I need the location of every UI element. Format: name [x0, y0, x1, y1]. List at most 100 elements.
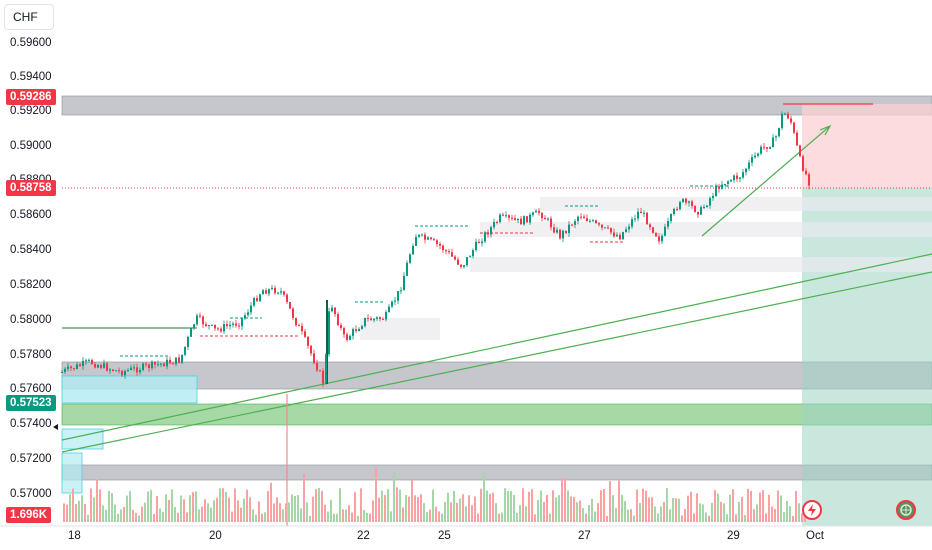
volume-bar	[480, 488, 482, 522]
volume-bar	[195, 491, 197, 522]
candle-body	[778, 128, 780, 137]
candle-body	[718, 186, 720, 189]
volume-bar	[624, 501, 626, 522]
candle-body	[709, 198, 711, 206]
volume-bar	[681, 515, 683, 522]
candle-body	[346, 334, 348, 340]
volume-bar	[225, 491, 227, 522]
volume-bar	[537, 500, 539, 522]
volume-bar	[147, 491, 149, 522]
volume-bar	[732, 489, 734, 522]
candle-body	[568, 224, 570, 233]
candle-body	[754, 155, 756, 158]
volume-bar	[648, 497, 650, 522]
candle-body	[193, 324, 195, 329]
globe-icon[interactable]	[896, 500, 916, 520]
volume-bar	[765, 513, 767, 522]
volume-bar	[438, 511, 440, 522]
candle-body	[634, 218, 636, 220]
volume-bar	[288, 502, 290, 522]
candle-body	[472, 250, 474, 257]
volume-bar	[213, 500, 215, 522]
volume-bar	[210, 507, 212, 522]
volume-bar	[393, 471, 395, 522]
date-axis-label: 18	[68, 530, 81, 542]
candle-body	[544, 217, 546, 220]
volume-bar	[312, 496, 314, 522]
candle-body	[100, 365, 102, 368]
candle-body	[631, 219, 633, 227]
volume-bar	[456, 502, 458, 522]
lightning-icon[interactable]	[802, 500, 822, 520]
volume-bar	[627, 509, 629, 522]
candle-body	[118, 370, 120, 372]
volume-bar	[657, 513, 659, 522]
volume-bar	[93, 497, 95, 522]
volume-bar	[117, 513, 119, 522]
volume-bar	[651, 497, 653, 522]
candle-body	[595, 220, 597, 224]
candle-body	[607, 227, 609, 229]
candle-body	[391, 301, 393, 307]
volume-bar	[591, 498, 593, 522]
volume-bar	[585, 513, 587, 522]
volume-bar	[699, 503, 701, 522]
volume-bar	[114, 504, 116, 522]
candle-body	[616, 234, 618, 237]
volume-bar	[177, 512, 179, 522]
volume-bar	[189, 495, 191, 522]
volume-bar	[357, 515, 359, 522]
volume-bar	[378, 497, 380, 522]
volume-bar	[417, 497, 419, 522]
candle-body	[775, 136, 777, 138]
candle-body	[97, 365, 99, 368]
candle-body	[658, 236, 660, 242]
candle-body	[445, 250, 447, 252]
candle-body	[463, 265, 465, 267]
candle-body	[460, 264, 462, 267]
candle-body	[541, 213, 543, 218]
imbalance-box	[480, 222, 932, 237]
candle-body	[802, 156, 804, 171]
candle-body	[697, 211, 699, 215]
volume-bar	[249, 497, 251, 522]
volume-bar	[675, 498, 677, 522]
candle-body	[727, 181, 729, 185]
candle-body	[517, 218, 519, 221]
candle-body	[172, 363, 174, 365]
volume-bar	[96, 479, 98, 522]
candle-body	[745, 168, 747, 173]
candle-body	[325, 354, 327, 384]
volume-bar	[534, 514, 536, 522]
volume-bar	[222, 488, 224, 522]
volume-bar	[366, 512, 368, 522]
candle-body	[61, 371, 63, 373]
volume-bar	[159, 508, 161, 522]
volume-bar	[774, 509, 776, 522]
volume-bar	[522, 488, 524, 522]
candle-body	[409, 254, 411, 263]
candle-body	[382, 319, 384, 321]
volume-bar	[561, 478, 563, 522]
volume-bar	[294, 495, 296, 522]
candle-body	[166, 359, 168, 367]
volume-bar	[723, 503, 725, 522]
volume-bar	[342, 509, 344, 522]
candle-body	[337, 314, 339, 326]
price-axis-label: 0.57000	[10, 488, 52, 500]
candle-body	[394, 300, 396, 302]
volume-bar	[558, 495, 560, 522]
volume-bar	[186, 512, 188, 522]
volume-bar	[381, 490, 383, 522]
volume-bar	[285, 503, 287, 522]
candle-body	[661, 235, 663, 242]
volume-bar	[453, 490, 455, 522]
volume-bar	[369, 513, 371, 522]
candle-body	[76, 364, 78, 369]
volume-bar	[642, 488, 644, 522]
lower-zone-price-tag: 0.57523	[6, 395, 56, 411]
current-price-tag: 0.58758	[6, 180, 56, 196]
currency-selector[interactable]: CHF	[4, 4, 54, 30]
candle-body	[781, 113, 783, 129]
